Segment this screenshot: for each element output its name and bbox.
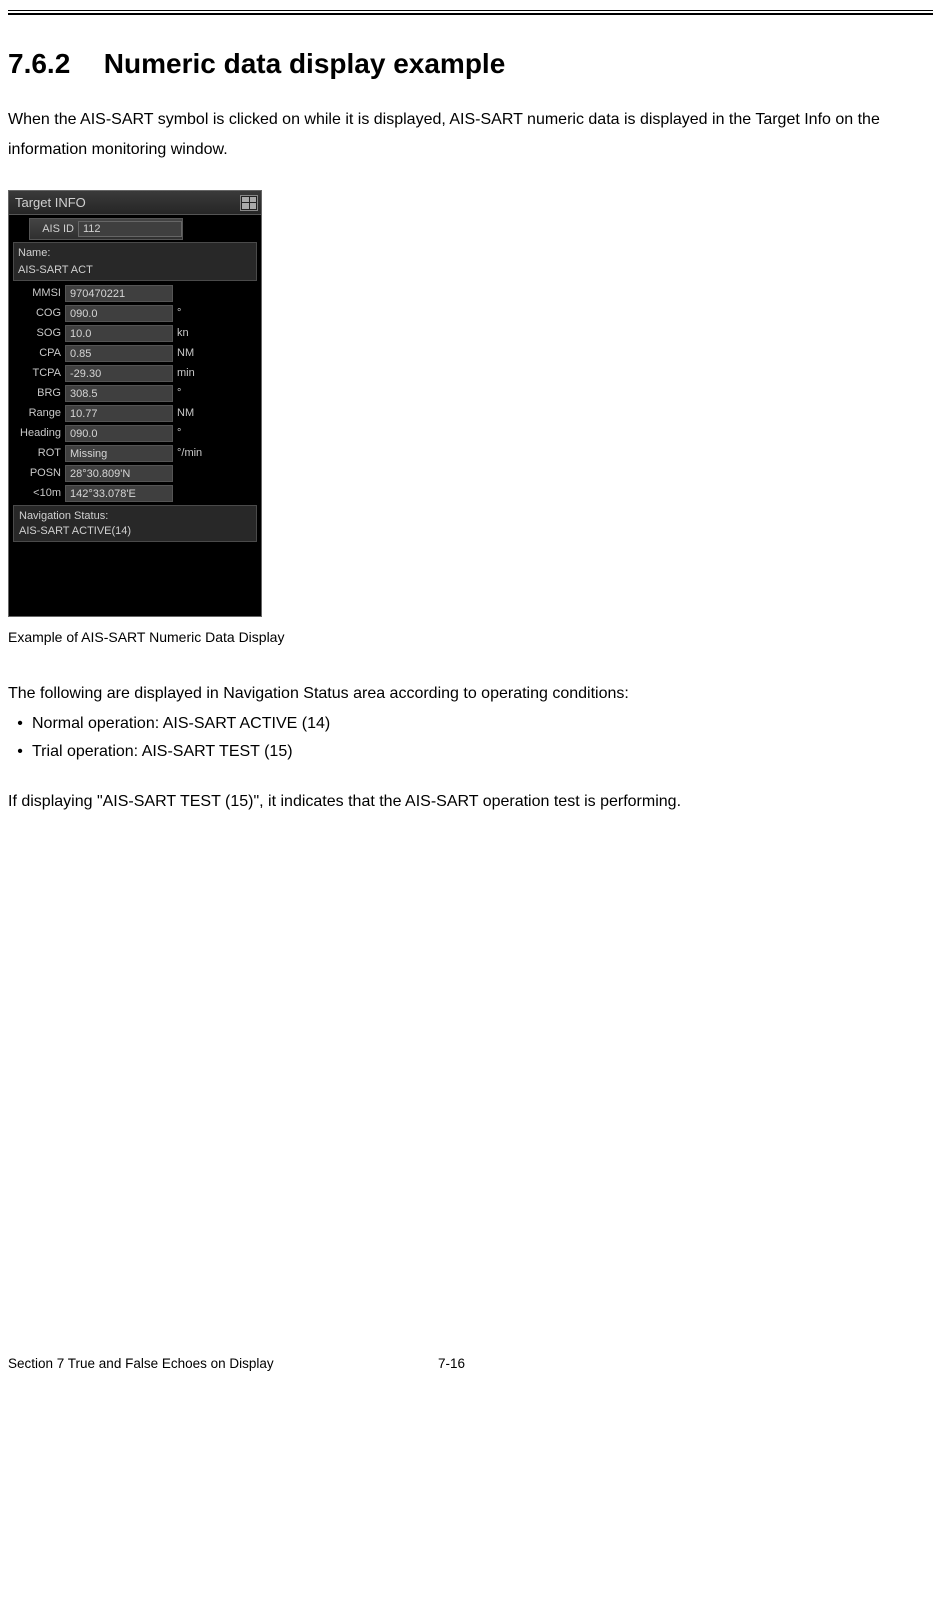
list-item: Trial operation: AIS-SART TEST (15) <box>8 740 933 764</box>
value: 970470221 <box>65 285 173 302</box>
rule-thick <box>8 13 933 15</box>
value: 10.0 <box>65 325 173 342</box>
label: CPA <box>9 345 65 362</box>
label: BRG <box>9 385 65 402</box>
unit: NM <box>173 405 213 422</box>
row-mmsi: MMSI 970470221 <box>9 283 261 303</box>
ais-id-value: 112 <box>78 221 182 237</box>
rule-thin <box>8 10 933 11</box>
heading-title: Numeric data display example <box>104 48 506 79</box>
row-posn-lat: POSN 28°30.809'N <box>9 463 261 483</box>
name-label: Name: <box>18 245 252 262</box>
value: 308.5 <box>65 385 173 402</box>
row-brg: BRG 308.5 ° <box>9 383 261 403</box>
row-range: Range 10.77 NM <box>9 403 261 423</box>
value: 090.0 <box>65 305 173 322</box>
label: Range <box>9 405 65 422</box>
value: 0.85 <box>65 345 173 362</box>
ais-id-row: AIS ID 112 <box>29 218 183 240</box>
row-sog: SOG 10.0 kn <box>9 323 261 343</box>
nav-status-block: Navigation Status: AIS-SART ACTIVE(14) <box>13 505 257 542</box>
value: 10.77 <box>65 405 173 422</box>
label: COG <box>9 305 65 322</box>
label: ROT <box>9 445 65 462</box>
label: MMSI <box>9 285 65 302</box>
footer-page: 7-16 <box>438 1354 465 1374</box>
panel-empty-area <box>9 544 261 616</box>
nav-status-label: Navigation Status: <box>19 509 251 523</box>
note-paragraph: If displaying "AIS-SART TEST (15)", it i… <box>8 790 933 814</box>
panel-title-text: Target INFO <box>15 193 86 213</box>
panel-titlebar: Target INFO <box>9 191 261 216</box>
page-footer: Section 7 True and False Echoes on Displ… <box>8 1354 933 1374</box>
unit: °/min <box>173 445 213 462</box>
unit: ° <box>173 425 213 442</box>
label: <10m <box>9 485 65 502</box>
conditions-lead: The following are displayed in Navigatio… <box>8 682 933 706</box>
figure-caption: Example of AIS-SART Numeric Data Display <box>8 627 933 648</box>
nav-status-value: AIS-SART ACTIVE(14) <box>19 524 251 538</box>
ais-id-label: AIS ID <box>30 221 78 238</box>
unit: ° <box>173 305 213 322</box>
name-block: Name: AIS-SART ACT <box>13 242 257 281</box>
conditions-list: Normal operation: AIS-SART ACTIVE (14) T… <box>8 712 933 764</box>
value: -29.30 <box>65 365 173 382</box>
label: SOG <box>9 325 65 342</box>
label: POSN <box>9 465 65 482</box>
intro-paragraph: When the AIS-SART symbol is clicked on w… <box>8 105 933 166</box>
value: 142°33.078'E <box>65 485 173 502</box>
row-rot: ROT Missing °/min <box>9 443 261 463</box>
unit: kn <box>173 325 213 342</box>
row-heading: Heading 090.0 ° <box>9 423 261 443</box>
label: Heading <box>9 425 65 442</box>
unit: NM <box>173 345 213 362</box>
value: 28°30.809'N <box>65 465 173 482</box>
value: 090.0 <box>65 425 173 442</box>
row-posn-lon: <10m 142°33.078'E <box>9 483 261 503</box>
heading-number: 7.6.2 <box>8 43 96 85</box>
grid-icon[interactable] <box>240 195 258 211</box>
row-tcpa: TCPA -29.30 min <box>9 363 261 383</box>
name-value: AIS-SART ACT <box>18 262 252 279</box>
unit: ° <box>173 385 213 402</box>
row-cog: COG 090.0 ° <box>9 303 261 323</box>
list-item: Normal operation: AIS-SART ACTIVE (14) <box>8 712 933 736</box>
label: TCPA <box>9 365 65 382</box>
target-info-panel: Target INFO AIS ID 112 Name: AIS-SART AC… <box>8 190 262 617</box>
unit: min <box>173 365 213 382</box>
section-heading: 7.6.2 Numeric data display example <box>8 43 933 85</box>
footer-section: Section 7 True and False Echoes on Displ… <box>8 1354 438 1374</box>
value: Missing <box>65 445 173 462</box>
row-cpa: CPA 0.85 NM <box>9 343 261 363</box>
